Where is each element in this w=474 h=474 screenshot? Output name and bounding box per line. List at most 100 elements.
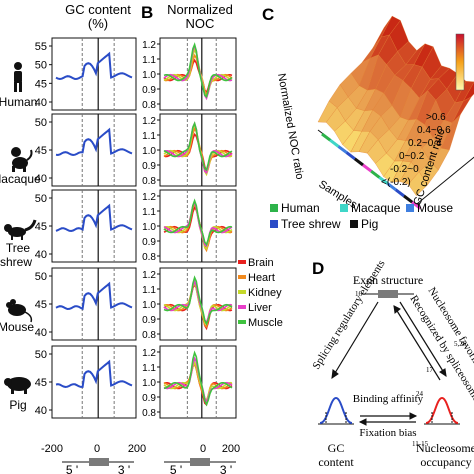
legend-label-kidney: Kidney (248, 287, 282, 299)
arrow-horizontal (358, 412, 418, 426)
arrow-right-up (393, 305, 441, 381)
gc-ytick: 55 (35, 41, 47, 53)
exon-structure-icon (362, 290, 414, 298)
noc-curve-muscle (163, 275, 233, 326)
five-prime-a: 5 ' (66, 463, 78, 474)
c-ytick: <(-0.2) (381, 177, 411, 188)
panel-label-c: C (262, 5, 274, 24)
gc-ytick: 40 (35, 405, 47, 417)
row-4: 50 45 40 1.2 1.1 1.0 0.9 0.8 (35, 345, 237, 419)
noc-ytick: 0.8 (142, 100, 156, 111)
gc-curve (55, 51, 133, 81)
surface-3d (317, 15, 474, 210)
species-tree: Tree (6, 241, 31, 255)
legend-label-species: Mouse (417, 201, 453, 215)
noc-axes-frame (159, 189, 237, 263)
noc-curve-muscle (163, 198, 233, 247)
noc-title-1: Normalized (167, 2, 233, 17)
gc-ytick: 50 (35, 349, 47, 361)
species-pig: Pig (9, 398, 26, 412)
gc-curve (55, 203, 133, 233)
noc-curve-liver (163, 200, 233, 248)
c-yticks: >0.6 0.4~0.6 0.2~0.4 0~0.2 -0.2~0 <(-0.2) (381, 112, 451, 188)
binding-label: Binding affinity (353, 393, 424, 405)
panel-label-b: B (141, 3, 153, 22)
noc-ytick: 1.1 (142, 285, 156, 296)
legend-swatch-species (350, 220, 358, 228)
gc-ytick: 50 (35, 193, 47, 205)
exon-schematic-a (62, 458, 134, 466)
peak-noc-icon (424, 396, 460, 425)
noc-ytick: 1.0 (142, 378, 156, 389)
row-1: 50 45 40 1.2 1.1 1.0 0.9 0.8 (35, 113, 237, 187)
c-ytick: 0.4~0.6 (417, 125, 451, 136)
noc-ytick: 1.1 (142, 363, 156, 374)
gc-title-1: GC content (65, 2, 131, 17)
noc-title-2: NOC (186, 16, 215, 31)
species-legend: Human Macaque Mouse Tree shrew Pig (270, 201, 453, 231)
macaque-icon (11, 147, 33, 172)
noc-ytick: 0.8 (142, 408, 156, 419)
noc-curve-kidney (163, 360, 233, 403)
nucleosome-label-2: occupancy (420, 455, 471, 469)
noc-curve-kidney (163, 122, 233, 177)
gc-ytick: 50 (35, 60, 47, 72)
noc-ytick: 1.0 (142, 70, 156, 81)
c-zlabel: Normalized NOC ratio (275, 72, 306, 180)
gc-ytick: 45 (35, 78, 47, 90)
legend-label-brain: Brain (248, 257, 274, 269)
gc-title-2: (%) (88, 16, 108, 31)
noc-ytick: 1.0 (142, 222, 156, 233)
gc-axes-frame (51, 37, 137, 111)
gc-ytick: 45 (35, 221, 47, 233)
nucleosome-label-1: Nucleosome (416, 441, 474, 455)
c-ytick: 0.2~0.4 (408, 138, 442, 149)
noc-curve-brain (163, 58, 233, 95)
gc-ytick: 40 (35, 327, 47, 339)
xtick-a-1: -200 (41, 443, 63, 455)
species-mouse: Mouse (0, 320, 34, 334)
legend-label-species: Tree shrew (281, 217, 341, 231)
gc-curve (55, 359, 133, 389)
arrow-left (331, 301, 379, 380)
noc-ytick: 1.2 (142, 348, 156, 359)
noc-ytick: 0.8 (142, 330, 156, 341)
panel-label-d: D (312, 259, 324, 278)
legend-label-heart: Heart (248, 272, 275, 284)
row-0: 55 50 45 40 1.2 1.1 1.0 0.9 0.8 (35, 37, 237, 111)
gc-curve (55, 127, 133, 157)
gc-ytick: 45 (35, 145, 47, 157)
five-prime-b: 5 ' (170, 463, 182, 474)
noc-ytick: 0.8 (142, 176, 156, 187)
xtick-a-3: 200 (128, 443, 146, 455)
three-prime-b: 3 ' (220, 463, 232, 474)
colorbar (455, 33, 465, 91)
noc-ytick: 0.9 (142, 315, 156, 326)
recognized-sup: 17 (426, 366, 434, 374)
gc-curve (55, 281, 133, 311)
gc-ytick: 50 (35, 117, 47, 129)
c-ytick: 0~0.2 (399, 151, 425, 162)
noc-ytick: 0.9 (142, 161, 156, 172)
pig-icon (4, 377, 31, 394)
noc-ytick: 1.2 (142, 270, 156, 281)
species-human: Human (0, 95, 37, 109)
gc-content-label-1: GC (328, 441, 345, 455)
noc-ytick: 1.0 (142, 300, 156, 311)
noc-curve-muscle (163, 121, 233, 172)
noc-ytick: 1.0 (142, 146, 156, 157)
legend-label-liver: Liver (248, 302, 272, 314)
binding-sup: 24 (416, 390, 424, 398)
gc-ytick: 45 (35, 299, 47, 311)
noc-curve-muscle (163, 350, 233, 407)
noc-curve-liver (163, 279, 233, 325)
three-prime-a: 3 ' (118, 463, 130, 474)
arrow-right-down (399, 301, 447, 378)
tree-shrew-icon (4, 219, 37, 240)
xtick-a-2: 0 (94, 443, 100, 455)
noc-ytick: 0.8 (142, 252, 156, 263)
exon-structure-label: Exon structure (353, 273, 423, 287)
legend-swatch-species (406, 204, 414, 212)
legend-swatch-species (270, 204, 278, 212)
